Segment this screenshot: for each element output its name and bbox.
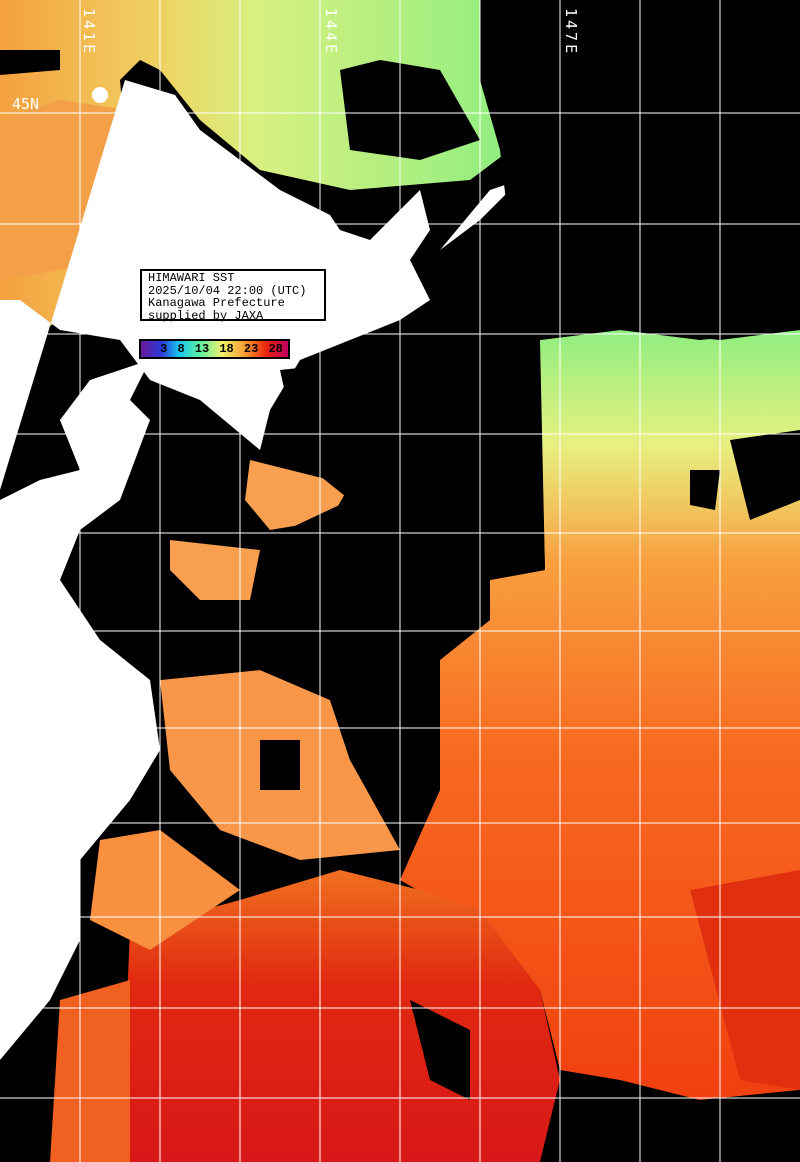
- legend-tick: 3: [160, 342, 168, 356]
- info-region: Kanagawa Prefecture: [148, 296, 285, 310]
- longitude-label-147e: 147E: [562, 8, 580, 57]
- legend-tick: 18: [219, 342, 234, 356]
- info-box: HIMAWARI SST 2025/10/04 22:00 (UTC) Kana…: [140, 269, 326, 323]
- legend-tick: 8: [177, 342, 185, 356]
- info-credit: supplied by JAXA: [148, 308, 264, 323]
- legend-tick: 13: [194, 342, 210, 356]
- color-scale-legend: 3 8 13 18 23 28: [139, 339, 290, 359]
- legend-tick: 23: [243, 342, 259, 356]
- longitude-label-141e: 141E: [80, 8, 98, 57]
- latitude-label-45n: 45N: [12, 95, 40, 113]
- longitude-label-144e: 144E: [322, 8, 340, 57]
- legend-tick: 28: [268, 342, 283, 356]
- info-title: HIMAWARI SST: [148, 271, 235, 285]
- info-datetime: 2025/10/04 22:00 (UTC): [148, 283, 307, 298]
